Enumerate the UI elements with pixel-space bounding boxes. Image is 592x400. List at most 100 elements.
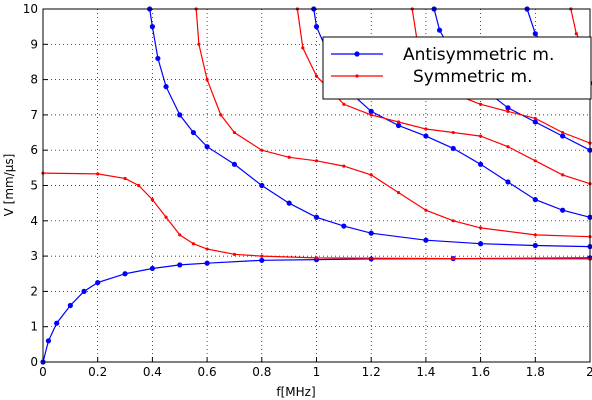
- x-tick-label: 1: [313, 365, 321, 379]
- x-tick-label: 1.4: [416, 365, 435, 379]
- data-point: [368, 256, 374, 262]
- data-point: [533, 233, 537, 237]
- data-point: [95, 279, 101, 286]
- data-point: [177, 262, 183, 268]
- y-tick-label: 8: [30, 73, 38, 87]
- data-point: [479, 134, 483, 138]
- data-point: [478, 241, 484, 247]
- y-axis-label: V [mm/µs]: [2, 154, 16, 217]
- data-point: [190, 129, 197, 136]
- data-point: [342, 102, 346, 106]
- x-tick-label: 0.6: [198, 365, 217, 379]
- data-point: [561, 173, 565, 177]
- data-point: [505, 179, 511, 185]
- y-tick-label: 10: [23, 2, 38, 16]
- data-point: [423, 133, 429, 139]
- data-point: [396, 120, 401, 124]
- data-point: [532, 242, 538, 249]
- x-tick-label: 0.2: [88, 365, 107, 379]
- data-point: [205, 78, 209, 82]
- y-tick-label: 6: [30, 143, 38, 157]
- legend-label: Symmetric m.: [413, 67, 533, 87]
- data-point: [395, 122, 402, 129]
- data-point: [396, 190, 401, 195]
- data-point: [314, 74, 319, 78]
- data-point: [205, 247, 209, 251]
- data-point: [424, 127, 428, 131]
- data-point: [532, 31, 538, 37]
- y-tick-label: 0: [30, 355, 38, 369]
- y-tick-label: 1: [30, 320, 38, 334]
- data-point: [137, 183, 141, 188]
- data-point: [204, 144, 210, 150]
- data-point: [45, 338, 52, 344]
- legend-box: [322, 36, 592, 100]
- x-tick-label: 1.2: [362, 365, 381, 379]
- data-point: [259, 182, 265, 189]
- data-point: [150, 198, 154, 202]
- data-point: [149, 265, 155, 272]
- y-tick-label: 2: [30, 284, 38, 298]
- data-point: [81, 288, 87, 294]
- data-point: [54, 320, 60, 326]
- data-point: [123, 176, 127, 181]
- data-point: [368, 108, 374, 114]
- data-point: [561, 130, 565, 135]
- data-point: [197, 42, 201, 46]
- x-tick-label: 0: [39, 365, 47, 379]
- data-point: [451, 256, 455, 261]
- legend-marker: [355, 74, 359, 78]
- data-point: [314, 256, 319, 260]
- data-point: [574, 32, 578, 36]
- data-point: [301, 46, 305, 50]
- data-point: [67, 302, 73, 309]
- x-tick-label: 1.6: [471, 365, 490, 379]
- data-point: [232, 252, 237, 256]
- y-tick-label: 9: [30, 37, 38, 51]
- data-point: [163, 84, 169, 90]
- data-point: [479, 226, 483, 230]
- data-point: [506, 109, 510, 113]
- data-point: [478, 161, 484, 167]
- data-point: [287, 155, 291, 159]
- data-point: [369, 113, 373, 117]
- x-tick-label: 0.8: [252, 365, 271, 379]
- data-point: [259, 257, 265, 263]
- data-point: [164, 215, 168, 219]
- data-point: [314, 159, 319, 163]
- x-tick-label: 0.4: [143, 365, 162, 379]
- data-point: [342, 164, 346, 168]
- data-point: [149, 24, 155, 30]
- data-point: [436, 27, 443, 33]
- data-point: [155, 55, 161, 62]
- y-tick-label: 4: [30, 214, 38, 228]
- data-point: [506, 145, 510, 149]
- data-point: [260, 148, 264, 152]
- data-point: [341, 223, 347, 229]
- data-point: [204, 260, 210, 266]
- data-point: [533, 116, 537, 121]
- data-point: [122, 271, 128, 277]
- x-tick-label: 2: [586, 365, 592, 379]
- data-point: [178, 233, 182, 237]
- y-tick-label: 7: [30, 108, 38, 122]
- data-point: [451, 130, 455, 135]
- x-axis-label: f[MHz]: [276, 385, 315, 399]
- y-tick-label: 3: [30, 249, 38, 263]
- data-point: [231, 161, 238, 167]
- data-point: [532, 119, 538, 125]
- axes-frame: [42, 8, 591, 363]
- data-point: [451, 219, 455, 223]
- data-point: [533, 159, 537, 163]
- legend: Antisymmetric m.Symmetric m.: [322, 36, 592, 100]
- legend-marker: [354, 51, 360, 57]
- data-point: [450, 145, 456, 152]
- plot: [40, 6, 592, 365]
- data-point: [423, 237, 429, 243]
- y-tick-label: 5: [30, 179, 38, 193]
- data-point: [219, 113, 223, 117]
- data-point: [191, 242, 196, 246]
- data-point: [424, 208, 428, 212]
